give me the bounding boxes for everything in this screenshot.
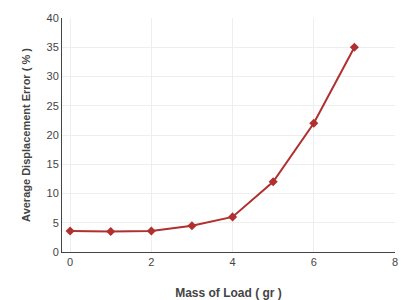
svg-text:6: 6 <box>311 256 317 268</box>
svg-text:4: 4 <box>229 256 235 268</box>
svg-text:Average Displacement Error ( %: Average Displacement Error ( % ) <box>20 48 32 222</box>
svg-text:2: 2 <box>148 256 154 268</box>
svg-text:8: 8 <box>392 256 398 268</box>
svg-text:0: 0 <box>67 256 73 268</box>
svg-text:30: 30 <box>47 70 59 82</box>
svg-text:5: 5 <box>53 217 59 229</box>
svg-text:10: 10 <box>47 187 59 199</box>
svg-text:35: 35 <box>47 41 59 53</box>
svg-text:40: 40 <box>47 12 59 24</box>
svg-text:25: 25 <box>47 100 59 112</box>
svg-text:0: 0 <box>53 246 59 258</box>
svg-text:15: 15 <box>47 158 59 170</box>
svg-text:20: 20 <box>47 129 59 141</box>
svg-text:Mass of Load ( gr ): Mass of Load ( gr ) <box>175 286 282 300</box>
